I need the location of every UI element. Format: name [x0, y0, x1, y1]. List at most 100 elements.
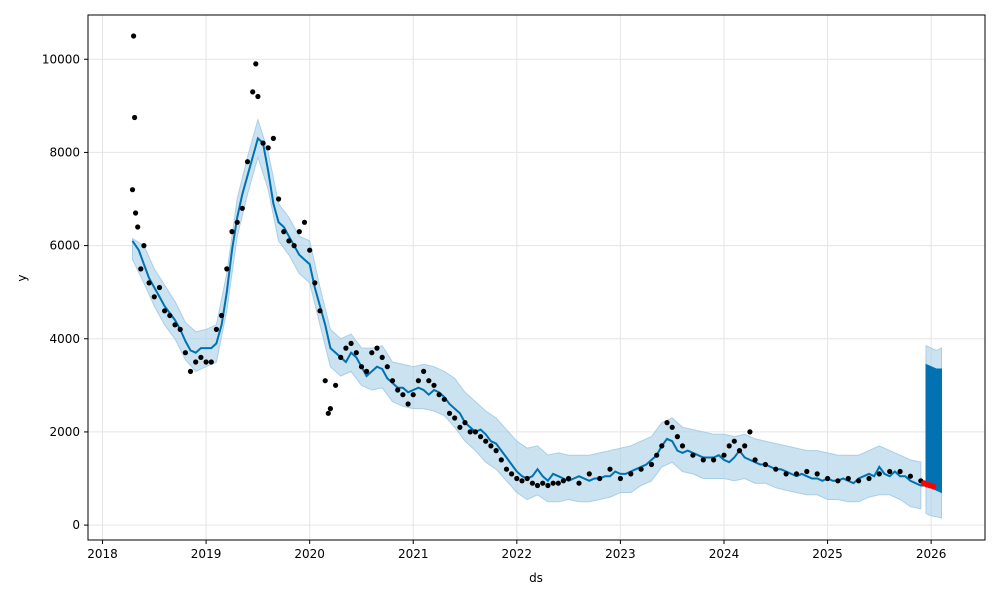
observed-point [198, 354, 204, 360]
actual-recent-point [930, 483, 937, 490]
observed-point [731, 438, 737, 444]
observed-point [187, 368, 194, 374]
y-axis-ticks: 0 2000 4000 6000 8000 10000 [42, 52, 88, 532]
observed-point [462, 420, 468, 426]
actual-recent-points [920, 480, 937, 490]
observed-point [648, 461, 655, 468]
observed-point [721, 452, 727, 458]
observed-point [291, 243, 297, 249]
observed-point [415, 378, 421, 384]
observed-point [131, 33, 137, 39]
observed-point [358, 364, 365, 370]
observed-point [825, 475, 831, 482]
observed-point [638, 466, 644, 472]
observed-point [244, 159, 251, 165]
observed-point [276, 196, 282, 202]
observed-point [441, 396, 447, 402]
observed-point [773, 466, 779, 472]
y-tick-label: 2000 [49, 425, 80, 439]
observed-point [338, 354, 344, 360]
observed-point [369, 350, 375, 356]
observed-point [845, 475, 851, 482]
observed-point [472, 429, 478, 435]
observed-point [503, 466, 510, 472]
uncertainty-band [132, 118, 922, 510]
forecast-line [131, 136, 926, 487]
observed-point [270, 135, 276, 141]
observed-point [519, 478, 525, 484]
observed-point [253, 61, 259, 67]
observed-point [162, 308, 168, 314]
observed-point [312, 280, 318, 286]
observed-point [540, 480, 546, 486]
x-tick-label: 2025 [812, 547, 843, 561]
observed-point [395, 387, 401, 393]
future-forecast-area [925, 363, 942, 494]
observed-point [374, 345, 380, 351]
observed-point [835, 478, 841, 484]
observed-point [307, 247, 313, 253]
observed-point [654, 452, 660, 458]
observed-point [379, 354, 385, 360]
observed-point [229, 229, 235, 235]
observed-point [752, 457, 758, 463]
observed-point [607, 466, 613, 472]
observed-point [296, 229, 302, 235]
observed-point [856, 478, 862, 484]
observed-point [566, 475, 572, 482]
x-tick-label: 2018 [87, 547, 118, 561]
observed-point [322, 378, 328, 384]
observed-point [659, 443, 665, 449]
observed-point [726, 443, 732, 449]
observed-point [529, 480, 536, 486]
observed-point [250, 89, 256, 95]
observed-point [219, 312, 225, 319]
y-tick-label: 10000 [42, 52, 80, 66]
observed-point [814, 471, 820, 477]
observed-point [747, 429, 753, 435]
observed-point [400, 392, 406, 398]
observed-point [208, 359, 214, 365]
y-tick-label: 0 [72, 518, 80, 532]
observed-point [325, 410, 331, 416]
observed-point [783, 471, 789, 477]
observed-point [690, 452, 696, 458]
observed-point [793, 471, 800, 477]
observed-point [281, 229, 287, 235]
observed-point [421, 368, 427, 374]
observed-point [897, 468, 903, 475]
observed-point [239, 205, 245, 211]
observed-point [426, 378, 432, 384]
observed-point [509, 471, 515, 477]
observed-point [617, 475, 624, 482]
observed-point [478, 434, 484, 440]
observed-point [452, 415, 458, 421]
observed-point [129, 187, 136, 193]
observed-point [172, 322, 178, 328]
observed-point [133, 210, 139, 216]
observed-point [907, 473, 914, 479]
observed-point [317, 308, 323, 314]
x-tick-label: 2019 [191, 547, 222, 561]
observed-point [286, 238, 292, 244]
observed-point [674, 434, 681, 440]
observed-point [343, 345, 349, 351]
observed-point [493, 448, 499, 454]
observed-point [679, 443, 686, 449]
observed-point [301, 219, 308, 225]
observed-point [203, 359, 209, 365]
y-tick-label: 4000 [49, 332, 80, 346]
observed-points [129, 33, 924, 489]
observed-point [132, 114, 138, 121]
observed-point [353, 350, 359, 356]
x-tick-label: 2021 [398, 547, 429, 561]
observed-point [141, 243, 147, 249]
x-tick-label: 2022 [502, 547, 533, 561]
observed-point [514, 475, 520, 482]
x-axis-label: ds [529, 571, 543, 585]
observed-point [151, 294, 157, 300]
observed-point [213, 326, 219, 332]
observed-point [260, 140, 266, 146]
